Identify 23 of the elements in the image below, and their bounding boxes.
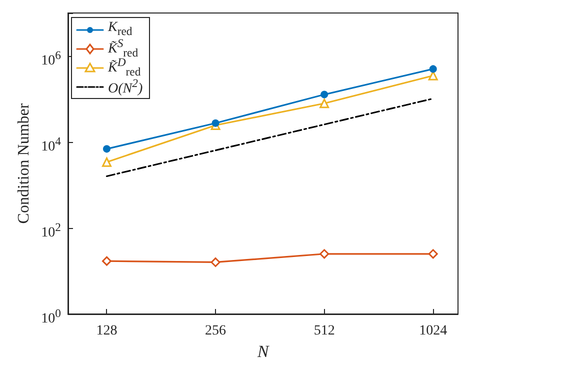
x-tick-label: 256 — [205, 324, 226, 338]
y-tick-label: 10$^{4}$ — [41, 134, 61, 157]
x-tick-label: 512 — [314, 324, 335, 338]
y-axis-title: Condition Number — [16, 102, 32, 224]
y-tick-label: 10$^{2}$ — [41, 220, 61, 243]
point — [320, 98, 330, 108]
y-tick-label: 10$^{6}$ — [41, 48, 61, 71]
point — [320, 249, 330, 259]
y-tick-label: 10$^{0}$ — [41, 306, 61, 329]
point — [103, 145, 110, 153]
point — [429, 65, 437, 73]
x-axis-title: N — [256, 342, 270, 361]
point — [102, 256, 112, 266]
point — [102, 157, 112, 167]
legend-label: O(N$^{2}$) — [108, 76, 143, 96]
line-series — [106, 98, 434, 178]
x-tick-label: 1024 — [419, 324, 448, 338]
point — [320, 90, 328, 98]
point — [212, 119, 220, 127]
point — [428, 249, 438, 259]
legend-label: K$_{red}$ — [108, 20, 132, 38]
x-tick-label: 128 — [96, 324, 118, 338]
point — [210, 257, 220, 267]
